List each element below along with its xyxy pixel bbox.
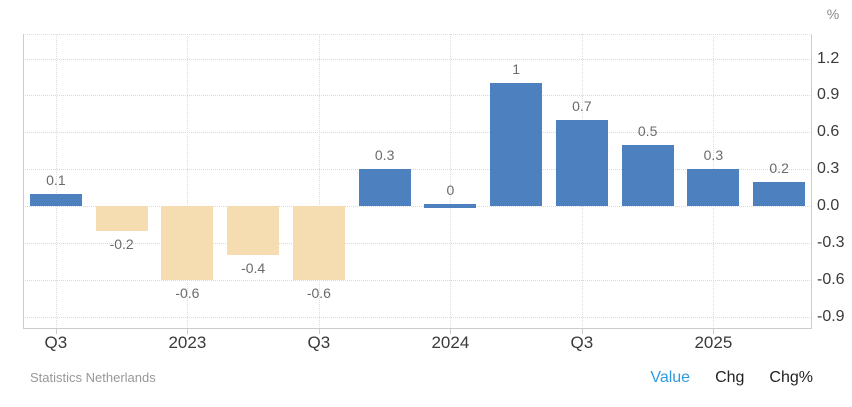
y-axis-tick-label: 0.0 — [817, 197, 840, 215]
source-attribution: Statistics Netherlands — [30, 370, 156, 385]
bar[interactable] — [95, 206, 148, 231]
bar-value-label: 0.2 — [769, 159, 789, 176]
bar-value-label: 0.5 — [637, 122, 658, 139]
mode-chgpct-button[interactable]: Chg% — [769, 369, 813, 386]
x-axis-tick-label: Q3 — [307, 333, 331, 352]
bar[interactable] — [687, 169, 740, 207]
x-axis-tick-label: 2024 — [431, 333, 470, 352]
y-axis-tick-label: -0.3 — [817, 233, 845, 251]
x-axis-tick-label: 2025 — [694, 333, 733, 352]
bar[interactable] — [490, 83, 543, 207]
bar[interactable] — [161, 206, 214, 280]
bar[interactable] — [29, 193, 82, 207]
bar[interactable] — [227, 206, 280, 256]
mode-chg-button[interactable]: Chg — [715, 369, 745, 386]
h-gridline — [23, 169, 812, 171]
h-gridline — [23, 58, 812, 60]
bar-value-label: 0.1 — [46, 171, 66, 188]
x-axis-tick-mark — [187, 329, 189, 334]
x-axis-tick-mark — [713, 329, 715, 334]
bar-value-label: 0 — [446, 182, 455, 199]
bar-value-label: -0.4 — [241, 260, 266, 277]
h-gridline — [23, 206, 812, 208]
x-axis-tick-mark — [450, 329, 452, 334]
v-gridline — [318, 34, 320, 329]
chart-mode-switcher: Value Chg Chg% — [650, 369, 813, 387]
bar[interactable] — [555, 120, 608, 207]
y-axis-tick-label: 0.9 — [817, 86, 840, 104]
x-axis-tick-label: Q3 — [570, 333, 594, 352]
v-gridline — [450, 34, 452, 329]
bar-value-label: 0.7 — [572, 98, 592, 115]
v-gridline — [187, 34, 189, 329]
bar-value-label: -0.2 — [109, 235, 134, 252]
h-gridline — [23, 242, 812, 244]
bar-value-label: -0.6 — [306, 284, 331, 301]
h-gridline — [23, 279, 812, 281]
bar[interactable] — [292, 206, 345, 280]
bar[interactable] — [358, 169, 411, 207]
x-axis-tick-label: Q3 — [44, 333, 68, 352]
bar-value-label: -0.6 — [175, 284, 200, 301]
y-axis-tick-label: 0.6 — [817, 123, 840, 141]
x-axis-tick-label: 2023 — [168, 333, 207, 352]
mode-value-button[interactable]: Value — [650, 369, 691, 386]
plot-area — [23, 34, 812, 329]
h-gridline — [23, 95, 812, 97]
y-axis-tick-label: 0.3 — [817, 160, 840, 178]
y-axis-tick-label: -0.9 — [817, 307, 845, 325]
y-axis-tick-label: 1.2 — [817, 49, 840, 67]
x-axis-tick-mark — [318, 329, 320, 334]
y-axis-tick-label: -0.6 — [817, 270, 845, 288]
bar-value-label: 0.3 — [374, 147, 395, 164]
h-gridline — [23, 316, 812, 318]
h-gridline — [23, 132, 812, 134]
bar[interactable] — [424, 204, 477, 209]
x-axis-tick-mark — [581, 329, 583, 334]
y-axis-unit-label: % — [826, 6, 840, 22]
bar-value-label: 0.3 — [703, 147, 724, 164]
v-gridline — [55, 34, 57, 329]
x-axis-tick-mark — [55, 329, 57, 334]
bar-value-label: 1 — [512, 61, 521, 78]
bar[interactable] — [621, 144, 674, 207]
bar[interactable] — [753, 181, 806, 207]
